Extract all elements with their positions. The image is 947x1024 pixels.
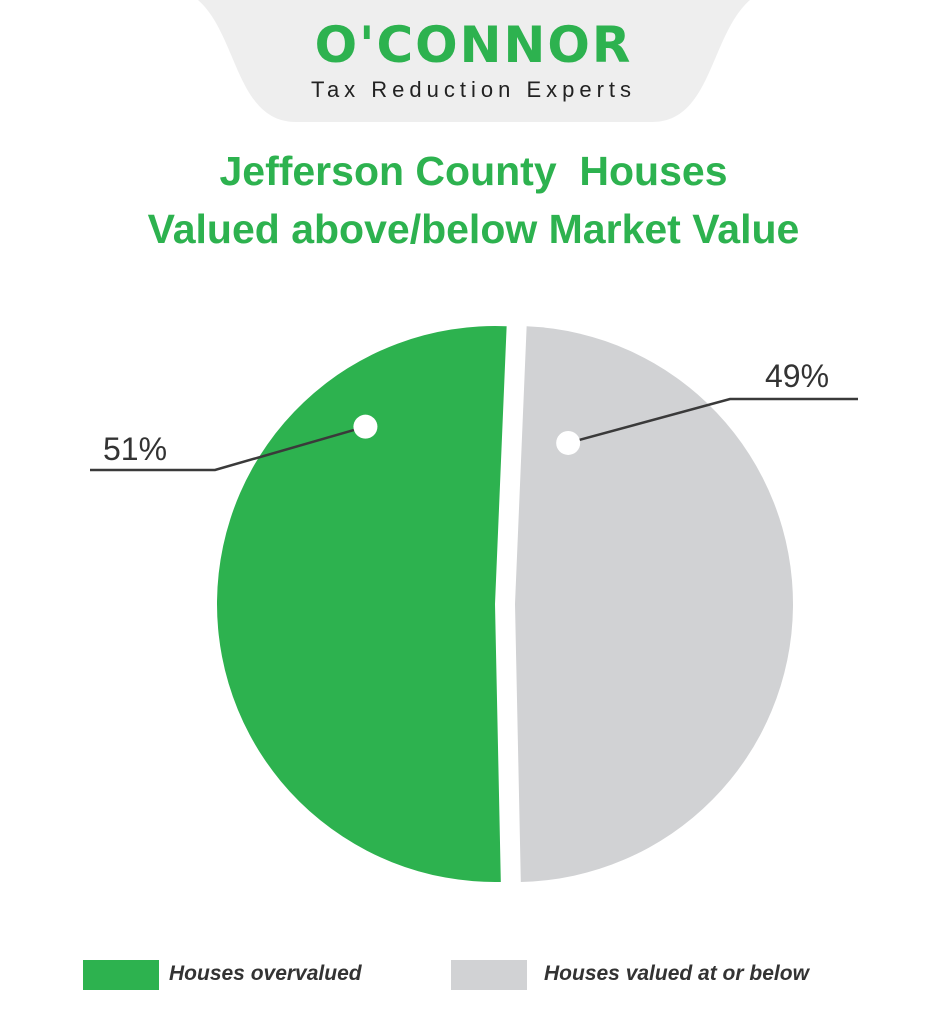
oconnor-logo: O'CONNOR	[314, 16, 633, 74]
logo-tagline: Tax Reduction Experts	[310, 77, 637, 102]
legend-label-overvalued: Houses overvalued	[169, 962, 362, 985]
pie-slice-valued-at-or-below	[515, 326, 793, 882]
legend-label-valued-at-or-below: Houses valued at or below	[544, 962, 809, 985]
leader-dot-overvalued	[353, 414, 378, 439]
chart-title: Jefferson County Houses Valued above/bel…	[147, 148, 800, 252]
data-label-valued-at-or-below: 49%	[765, 358, 829, 394]
legend-swatch-valued-at-or-below	[451, 960, 527, 990]
leader-line-valued-at-or-below	[567, 397, 858, 445]
leader-dot-valued-at-or-below	[556, 430, 581, 455]
logo-tab-background	[198, 0, 750, 122]
data-label-overvalued: 51%	[103, 431, 167, 467]
leader-line-overvalued	[90, 425, 366, 472]
legend-swatch-overvalued	[83, 960, 159, 990]
pie-slice-overvalued	[216, 326, 507, 882]
